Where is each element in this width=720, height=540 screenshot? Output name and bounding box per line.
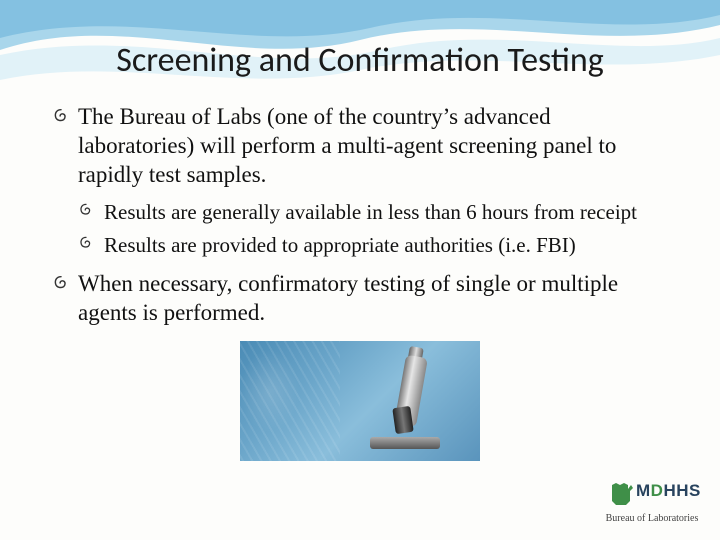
bullet-text: The Bureau of Labs (one of the country’s… bbox=[78, 104, 616, 187]
bullet-text: Results are provided to appropriate auth… bbox=[104, 233, 576, 257]
logo-suffix: HHS bbox=[663, 481, 700, 500]
bullet-item: When necessary, confirmatory testing of … bbox=[50, 270, 670, 328]
michigan-mitten-icon bbox=[606, 481, 636, 509]
mdhhs-logo: MDHHS Bureau of Laboratories bbox=[602, 475, 702, 530]
microscope-icon bbox=[360, 351, 450, 451]
bullet-swirl-icon bbox=[52, 274, 70, 292]
bullet-text: Results are generally available in less … bbox=[104, 200, 637, 224]
microscope-image bbox=[240, 341, 480, 461]
logo-highlight: D bbox=[651, 481, 664, 500]
bullet-item: Results are generally available in less … bbox=[56, 199, 670, 225]
center-image-holder bbox=[50, 341, 670, 461]
bullet-item: Results are provided to appropriate auth… bbox=[56, 232, 670, 258]
logo-prefix: M bbox=[636, 481, 651, 500]
bullet-swirl-icon bbox=[78, 202, 94, 218]
bullet-item: The Bureau of Labs (one of the country’s… bbox=[50, 103, 670, 189]
slide-content: Screening and Confirmation Testing The B… bbox=[0, 0, 720, 461]
bullet-swirl-icon bbox=[78, 235, 94, 251]
slide-title: Screening and Confirmation Testing bbox=[50, 40, 670, 81]
bullet-swirl-icon bbox=[52, 107, 70, 125]
bullet-text: When necessary, confirmatory testing of … bbox=[78, 271, 618, 325]
logo-text: MDHHS bbox=[636, 481, 701, 501]
